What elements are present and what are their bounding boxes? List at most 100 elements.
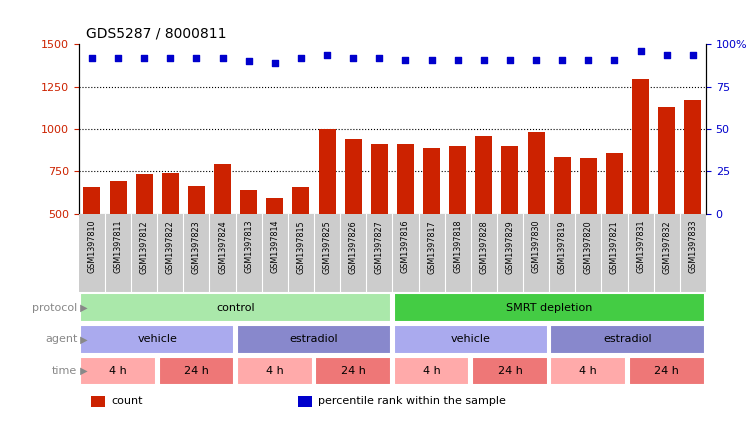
Text: GSM1397825: GSM1397825	[323, 220, 332, 274]
Bar	[237, 357, 312, 385]
Bar	[606, 153, 623, 298]
Bar	[394, 294, 704, 322]
Bar	[394, 325, 548, 354]
Bar	[80, 325, 234, 354]
Point	[321, 51, 333, 58]
Text: GSM1397816: GSM1397816	[401, 220, 410, 273]
Bar	[528, 132, 544, 298]
Bar	[502, 146, 518, 298]
Bar	[136, 174, 152, 298]
Bar	[110, 181, 126, 298]
Bar	[83, 187, 101, 298]
Text: vehicle: vehicle	[451, 335, 490, 344]
Point	[478, 56, 490, 63]
Text: GSM1397823: GSM1397823	[192, 220, 201, 274]
Text: GSM1397820: GSM1397820	[584, 220, 593, 274]
Text: GSM1397830: GSM1397830	[532, 220, 541, 273]
Bar	[80, 294, 391, 322]
Point	[86, 55, 98, 61]
Bar	[553, 157, 571, 298]
Bar	[240, 190, 257, 298]
Text: GSM1397824: GSM1397824	[218, 220, 227, 274]
Text: GSM1397818: GSM1397818	[453, 220, 462, 273]
Text: SMRT depletion: SMRT depletion	[506, 303, 593, 313]
Bar	[629, 357, 704, 385]
Bar	[237, 325, 391, 354]
Text: 4 h: 4 h	[109, 366, 127, 376]
Text: GSM1397829: GSM1397829	[505, 220, 514, 274]
Bar	[423, 148, 440, 298]
Bar	[188, 186, 205, 298]
Bar	[550, 357, 626, 385]
Text: GSM1397817: GSM1397817	[427, 220, 436, 274]
Point	[216, 55, 228, 61]
Point	[373, 55, 385, 61]
Text: GSM1397814: GSM1397814	[270, 220, 279, 273]
Text: protocol: protocol	[32, 303, 77, 313]
Text: 24 h: 24 h	[184, 366, 209, 376]
Point	[635, 48, 647, 55]
Bar	[161, 173, 179, 298]
Bar	[214, 164, 231, 298]
Text: 24 h: 24 h	[341, 366, 366, 376]
Text: GSM1397833: GSM1397833	[689, 220, 698, 273]
Text: GSM1397815: GSM1397815	[297, 220, 306, 274]
Bar	[292, 187, 309, 298]
Text: GSM1397826: GSM1397826	[348, 220, 357, 274]
Bar	[318, 129, 336, 298]
Point	[608, 56, 620, 63]
Text: vehicle: vehicle	[137, 335, 177, 344]
Point	[112, 55, 124, 61]
Point	[556, 56, 569, 63]
Bar	[397, 144, 414, 298]
Text: ▶: ▶	[77, 366, 88, 376]
Point	[191, 55, 203, 61]
Point	[269, 60, 281, 66]
Point	[400, 56, 412, 63]
Point	[347, 55, 359, 61]
Text: GSM1397828: GSM1397828	[479, 220, 488, 274]
Bar	[684, 100, 701, 298]
Text: time: time	[52, 366, 77, 376]
Point	[687, 51, 699, 58]
Point	[582, 56, 594, 63]
Text: GSM1397821: GSM1397821	[610, 220, 619, 274]
Point	[451, 56, 463, 63]
Point	[164, 55, 176, 61]
Bar	[475, 136, 493, 298]
Point	[243, 58, 255, 65]
Bar	[345, 139, 362, 298]
Bar	[298, 396, 312, 407]
Bar	[267, 198, 283, 298]
Bar	[371, 144, 388, 298]
Text: 4 h: 4 h	[266, 366, 284, 376]
Bar	[394, 357, 469, 385]
Bar	[315, 357, 391, 385]
Text: estradiol: estradiol	[603, 335, 652, 344]
Text: GSM1397812: GSM1397812	[140, 220, 149, 274]
Text: GSM1397822: GSM1397822	[166, 220, 175, 274]
Bar	[632, 79, 649, 298]
Text: GDS5287 / 8000811: GDS5287 / 8000811	[86, 26, 227, 40]
Text: ▶: ▶	[77, 335, 88, 344]
Bar	[80, 357, 156, 385]
Text: count: count	[111, 396, 143, 407]
Text: percentile rank within the sample: percentile rank within the sample	[318, 396, 506, 407]
Text: control: control	[216, 303, 255, 313]
Text: GSM1397832: GSM1397832	[662, 220, 671, 274]
Bar	[449, 146, 466, 298]
Text: GSM1397819: GSM1397819	[558, 220, 567, 274]
Text: 4 h: 4 h	[580, 366, 597, 376]
Bar	[550, 325, 704, 354]
Bar	[158, 357, 234, 385]
Point	[530, 56, 542, 63]
Point	[295, 55, 307, 61]
Text: ▶: ▶	[77, 303, 88, 313]
Bar	[92, 396, 105, 407]
Text: 4 h: 4 h	[423, 366, 441, 376]
Text: 24 h: 24 h	[498, 366, 523, 376]
Text: GSM1397810: GSM1397810	[87, 220, 96, 273]
Point	[661, 51, 673, 58]
Bar	[659, 107, 675, 298]
Text: GSM1397831: GSM1397831	[636, 220, 645, 273]
